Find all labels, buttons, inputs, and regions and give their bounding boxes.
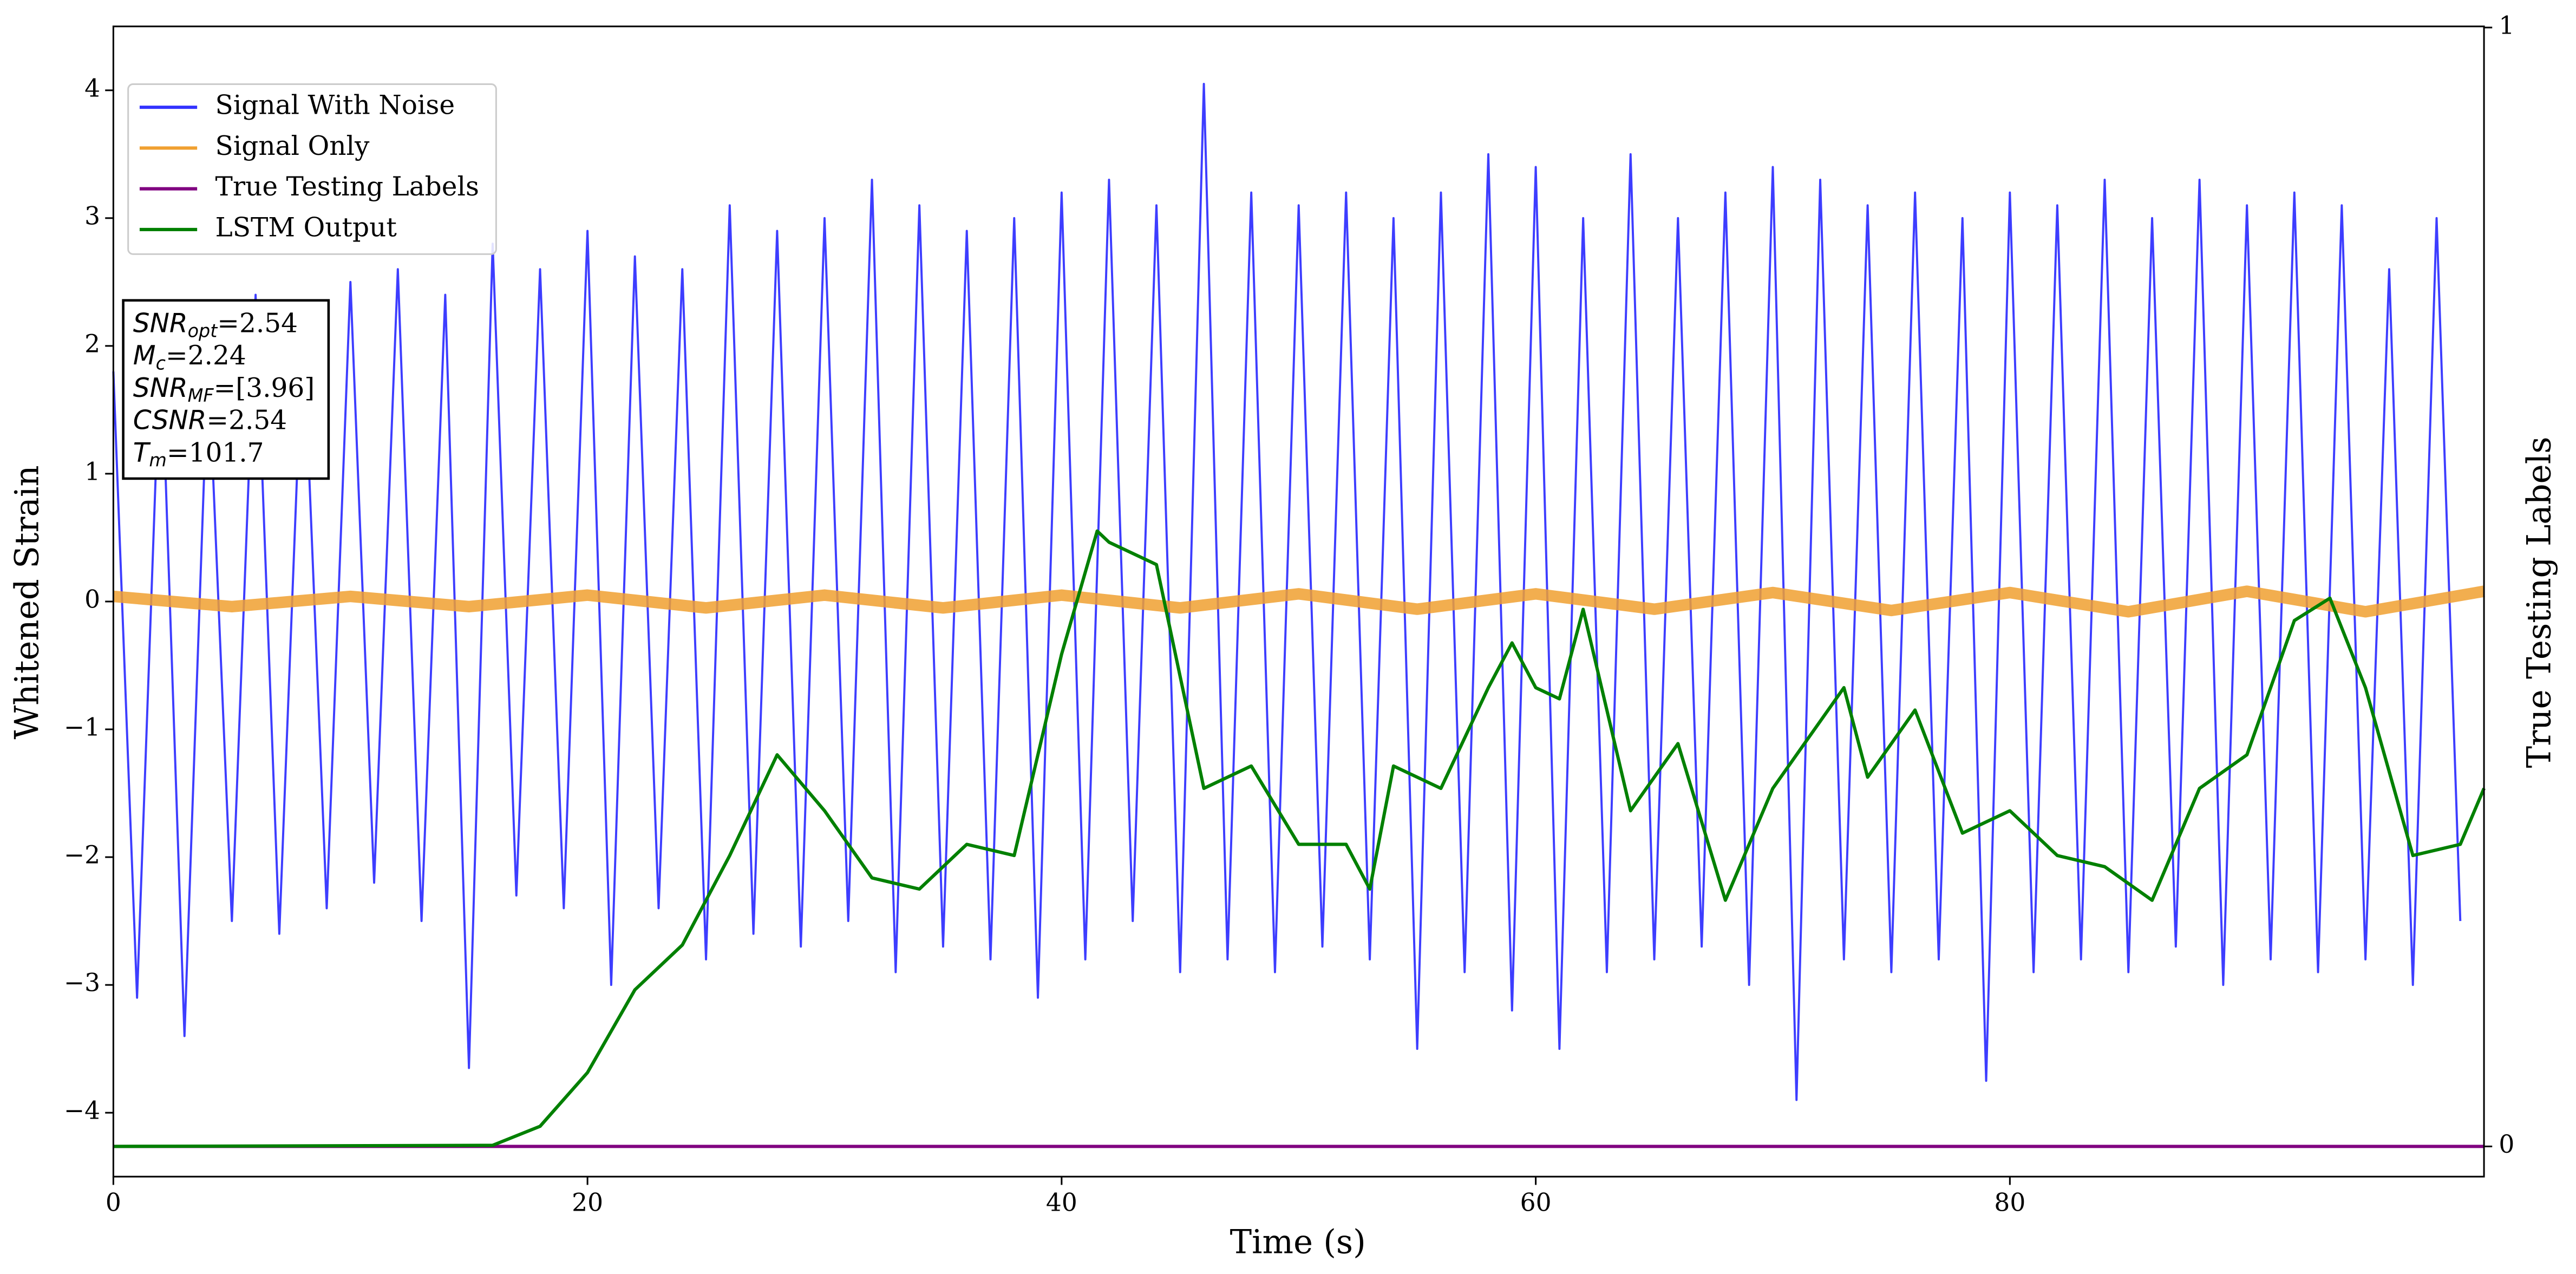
annotation-symbol: M [133,341,156,371]
x-axis-label: Time (s) [1230,1223,1366,1261]
annotation-value: =2.54 [217,308,298,338]
annotation-symbol: T [133,437,151,468]
x-tick-label: 0 [106,1188,121,1217]
annotation-value: =101.7 [167,437,264,468]
annotation-line: Tm=101.7 [133,437,264,471]
y-tick-label: 1 [84,457,100,486]
legend-label: True Testing Labels [215,172,479,202]
annotation-symbol: SNR [133,308,188,338]
annotation-value: =2.24 [166,341,246,371]
annotation-line: SNRMF=[3.96] [133,373,315,406]
annotation-line: Mc=2.24 [133,341,246,374]
y-tick-label: −3 [64,969,100,997]
annotation-subscript: opt [188,320,219,341]
x-tick-label: 20 [572,1188,603,1217]
plot-area [112,83,2486,1148]
y2-tick-label: 0 [2499,1130,2514,1159]
series-line [113,529,2486,1148]
x-tick-label: 60 [1520,1188,1552,1217]
y-tick-label: −1 [64,713,100,741]
annotation-symbol: SNR [133,373,188,403]
annotation-subscript: m [149,449,167,471]
y-tick-label: 4 [84,74,100,102]
legend-label: Signal With Noise [215,90,455,121]
annotation-subscript: c [156,352,166,374]
legend-label: LSTM Output [215,212,397,243]
legend: Signal With Noise Signal Only True Testing… [127,83,497,255]
y2-axis-label: True Testing Labels [2520,436,2558,768]
series-line [113,585,2485,618]
x-tick-label: 80 [1994,1188,2025,1217]
legend-label: Signal Only [215,131,370,161]
y-tick-label: −4 [64,1096,100,1125]
annotation-value: =2.54 [206,405,287,435]
y-axis-label: Whitened Strain [9,465,47,739]
annotation-value: =[3.96] [214,373,315,403]
annotation-frame [122,299,330,480]
y-tick-label: 3 [84,201,100,230]
legend-frame [127,83,497,255]
y2-tick-label: 1 [2499,11,2514,40]
annotation-symbol: CSNR [133,406,207,436]
annotation-box: SNRopt=2.54Mc=2.24SNRMF=[3.96]CSNR=2.54T… [122,299,330,480]
y-tick-label: 2 [84,329,100,358]
series-line [112,83,2462,1101]
y-tick-label: −2 [64,840,100,869]
x-tick-label: 40 [1046,1188,1077,1217]
annotation-subscript: MF [188,385,214,406]
annotation-line: SNRopt=2.54 [133,308,298,341]
annotation-line: CSNR=2.54 [133,405,287,436]
y-tick-label: 0 [84,585,100,613]
